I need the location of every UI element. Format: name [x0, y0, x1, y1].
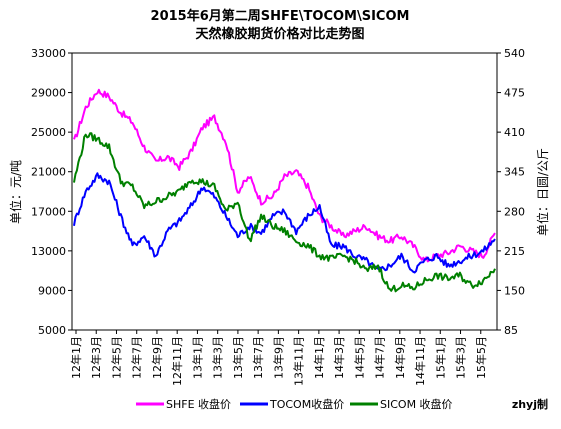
right-tick-label: 215: [504, 245, 525, 258]
left-tick-label: 29000: [31, 87, 66, 100]
y-axis-label-right: 单位：日圆/公斤: [535, 148, 550, 236]
series-lines: [73, 88, 496, 293]
series-line-2: [73, 132, 496, 293]
left-tick-label: 21000: [31, 166, 66, 179]
legend-label-2: SICOM 收盘价: [380, 397, 453, 411]
x-tick-label: 12年3月: [89, 336, 103, 379]
x-tick-label: 14年11月: [413, 336, 427, 386]
right-axis-ticks: 85 150 215 280 345 410 475 540: [497, 47, 525, 337]
x-tick-label: 14年7月: [373, 336, 387, 379]
right-tick-label: 85: [504, 324, 518, 337]
x-tick-label: 12年7月: [130, 336, 144, 379]
left-tick-label: 13000: [31, 245, 66, 258]
legend-label-1: TOCOM收盘价: [269, 397, 344, 411]
chart-subtitle: 天然橡胶期货价格对比走势图: [195, 26, 364, 42]
x-tick-label: 15年1月: [433, 336, 447, 379]
x-tick-label: 14年3月: [332, 336, 346, 379]
x-tick-label: 13年11月: [292, 336, 306, 386]
right-tick-label: 150: [504, 284, 525, 297]
y-axis-label-left: 单位：元/吨: [8, 160, 23, 224]
left-tick-label: 33000: [31, 47, 66, 60]
right-tick-label: 410: [504, 126, 525, 139]
x-tick-label: 14年9月: [393, 336, 407, 379]
x-tick-label: 12年5月: [109, 336, 123, 379]
x-tick-label: 12年9月: [150, 336, 164, 379]
legend: SHFE 收盘价 TOCOM收盘价 SICOM 收盘价: [136, 397, 453, 411]
series-line-0: [73, 88, 496, 263]
x-tick-label: 13年7月: [251, 336, 265, 379]
left-tick-label: 25000: [31, 126, 66, 139]
series-line-1: [73, 172, 496, 274]
x-tick-label: 12年11月: [170, 336, 184, 386]
x-tick-label: 14年5月: [352, 336, 366, 379]
left-tick-label: 17000: [31, 205, 66, 218]
legend-label-0: SHFE 收盘价: [166, 397, 231, 411]
right-tick-label: 475: [504, 87, 525, 100]
right-tick-label: 280: [504, 205, 525, 218]
x-tick-label: 15年5月: [474, 336, 488, 379]
x-tick-label: 12年1月: [69, 336, 83, 379]
x-axis-ticks: 12年1月 12年3月 12年5月 12年7月 12年9月 12年11月 13年1月 13年3…: [69, 330, 488, 386]
x-tick-label: 14年1月: [312, 336, 326, 379]
right-tick-label: 345: [504, 166, 525, 179]
left-tick-label: 9000: [38, 284, 66, 297]
x-tick-label: 15年3月: [454, 336, 468, 379]
chart-title: 2015年6月第二周SHFE\TOCOM\SICOM: [151, 8, 410, 24]
right-tick-label: 540: [504, 47, 525, 60]
credit-label: zhyj制: [512, 397, 548, 411]
x-tick-label: 13年5月: [231, 336, 245, 379]
left-tick-label: 5000: [38, 324, 66, 337]
left-axis-ticks: 5000 9000 13000 17000 21000 25000 29000 33000: [31, 47, 72, 337]
x-tick-label: 13年3月: [211, 336, 225, 379]
x-tick-label: 13年9月: [271, 336, 285, 379]
plot-area: [71, 52, 498, 331]
x-tick-label: 13年1月: [190, 336, 204, 379]
